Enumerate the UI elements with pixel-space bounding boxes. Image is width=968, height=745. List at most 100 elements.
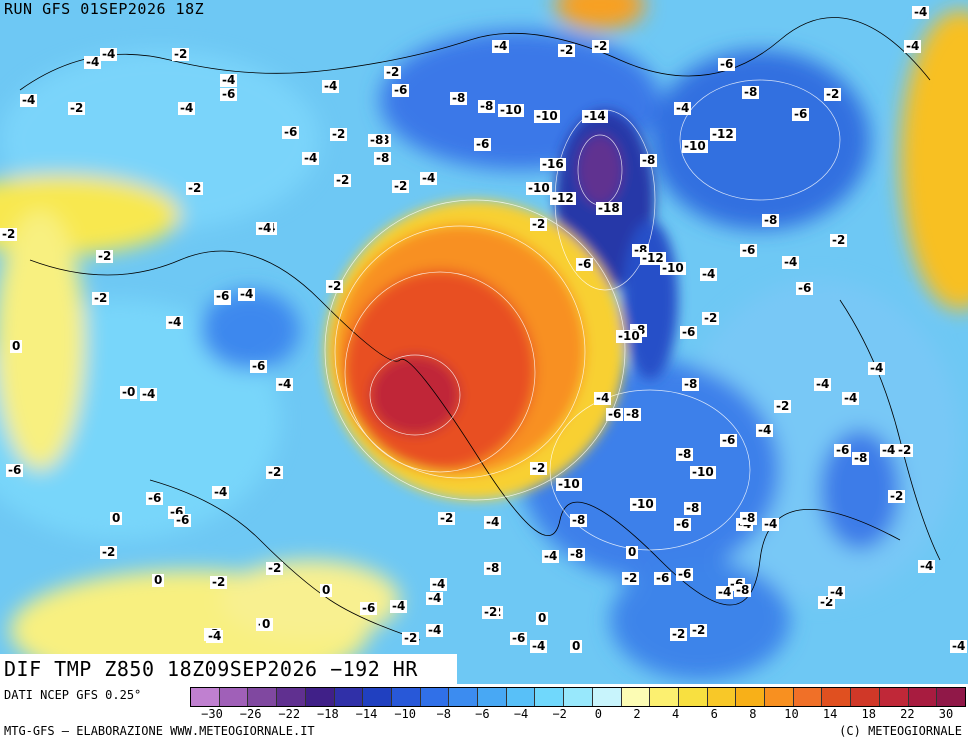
isoline-value-label: -8 xyxy=(570,513,588,527)
isoline-value-label: -4 xyxy=(302,151,320,165)
isoline-value-label: -14 xyxy=(582,109,608,123)
legend-swatch xyxy=(678,688,708,706)
isoline-value-label: -4 xyxy=(716,585,734,599)
anomaly-zone xyxy=(622,220,678,380)
isoline-value-label: -12 xyxy=(550,191,576,205)
isoline-value-label: 0 xyxy=(626,545,639,559)
isoline-value-label: -8 xyxy=(568,547,586,561)
isoline-value-label: -2 xyxy=(266,465,284,479)
data-source: DATI NCEP GFS 0.25° xyxy=(4,688,142,702)
isoline-value-label: -6 xyxy=(740,243,758,257)
legend-swatch xyxy=(506,688,536,706)
isoline-value-label: -2 xyxy=(896,443,914,457)
isoline-value-label: -6 xyxy=(174,513,192,527)
legend-swatch xyxy=(851,688,880,706)
isoline-value-label: -8 xyxy=(624,407,642,421)
legend-tick-label: 14 xyxy=(822,707,838,721)
isoline-value-label: -4 xyxy=(756,423,774,437)
isoline-value-label: -10 xyxy=(690,465,716,479)
isoline-value-label: -2 xyxy=(334,173,352,187)
isoline-value-label: -10 xyxy=(660,261,686,275)
legend-swatch xyxy=(736,688,766,706)
legend-swatch xyxy=(592,688,622,706)
weather-map: RUN GFS 01SEP2026 18Z -4-2-2-4-4-8-6-8-4… xyxy=(0,0,968,684)
color-legend-bar xyxy=(190,687,966,707)
isoline-value-label: -4 xyxy=(880,443,898,457)
isoline-value-label: -18 xyxy=(596,201,622,215)
anomaly-zone xyxy=(220,560,400,640)
legend-tick-label: −30 xyxy=(201,707,223,721)
legend-tick-label: −4 xyxy=(513,707,529,721)
isoline-value-label: -2 xyxy=(830,233,848,247)
isoline-value-label: -4 xyxy=(542,549,560,563)
isoline-value-label: -2 xyxy=(702,311,720,325)
isoline-value-label: -4 xyxy=(420,171,438,185)
isoline-value-label: -2 xyxy=(824,87,842,101)
isoline-value-label: -2 xyxy=(530,217,548,231)
isoline-value-label: -2 xyxy=(210,575,228,589)
isoline-value-label: -2 xyxy=(0,227,18,241)
isoline-value-label: -6 xyxy=(606,407,624,421)
credit-right: (C) METEOGIORNALE xyxy=(839,724,962,738)
isoline-value-label: -4 xyxy=(430,577,448,591)
isoline-value-label: -2 xyxy=(186,181,204,195)
legend-tick-label: 2 xyxy=(633,707,641,721)
isoline-value-label: -8 xyxy=(374,151,392,165)
legend-swatch xyxy=(822,688,852,706)
isoline-value-label: -4 xyxy=(140,387,158,401)
isoline-value-label: 0 xyxy=(320,583,333,597)
isoline-value-label: -6 xyxy=(680,325,698,339)
legend-swatch xyxy=(650,688,679,706)
isoline-value-label: -2 xyxy=(558,43,576,57)
isoline-value-label: -6 xyxy=(834,443,852,457)
legend-swatch xyxy=(420,688,450,706)
legend-swatch xyxy=(363,688,392,706)
isoline-value-label: -4 xyxy=(20,93,38,107)
isoline-value-label: -4 xyxy=(842,391,860,405)
isoline-value-label: -2 xyxy=(482,605,500,619)
isoline-value-label: -6 xyxy=(250,359,268,373)
isoline-value-label: 0 xyxy=(10,339,23,353)
credit-left: MTG-GFS – ELABORAZIONE WWW.METEOGIORNALE… xyxy=(4,724,315,738)
isoline-value-label: -4 xyxy=(166,315,184,329)
isoline-value-label: -10 xyxy=(556,477,582,491)
coastlines xyxy=(19,17,941,641)
isoline-value-label: -6 xyxy=(474,137,492,151)
isoline-value-label: -12 xyxy=(710,127,736,141)
isoline-value-label: -8 xyxy=(684,501,702,515)
isoline-value-label: -2 xyxy=(384,65,402,79)
legend-tick-label: 22 xyxy=(900,707,915,721)
legend-tick-label: −2 xyxy=(552,707,567,721)
legend-tick-label: 0 xyxy=(594,707,602,721)
isoline-value-label: 0 xyxy=(570,639,583,653)
legend-tick-label: 6 xyxy=(710,707,718,721)
anomaly-zone xyxy=(820,430,900,550)
isoline-value-label: -8 xyxy=(682,377,700,391)
legend-swatch xyxy=(564,688,593,706)
isoline-value-label: -8 xyxy=(450,91,468,105)
legend-tick-label: −26 xyxy=(239,707,262,721)
isoline-value-label: -4 xyxy=(904,39,922,53)
isoline-value-label: -4 xyxy=(762,517,780,531)
isoline-value-label: -2 xyxy=(330,127,348,141)
legend-swatch xyxy=(219,688,249,706)
isoline-value-label: -10 xyxy=(630,497,656,511)
isoline-value-label: -12 xyxy=(640,251,666,265)
isoline-value-label: -6 xyxy=(214,289,232,303)
isoline-value-label: -6 xyxy=(360,601,378,615)
legend-tick-label: −8 xyxy=(436,707,452,721)
legend-swatch xyxy=(879,688,909,706)
isoline-value-label: -4 xyxy=(782,255,800,269)
isoline-value-label: -4 xyxy=(674,101,692,115)
isoline-value-label: 0 xyxy=(260,617,273,631)
anomaly-zone xyxy=(578,135,622,205)
anomaly-zone xyxy=(650,50,870,230)
isoline-value-label: -2 xyxy=(690,623,708,637)
isoline-value-label: -4 xyxy=(950,639,968,653)
isoline-value-label: -8 xyxy=(852,451,870,465)
footer: DATI NCEP GFS 0.25° −30 −26 −22 −18 −14 −10 −8… xyxy=(0,684,968,745)
legend-tick-label: 10 xyxy=(784,707,799,721)
isoline-value-label: -6 xyxy=(510,631,528,645)
isoline-value-label: -6 xyxy=(282,125,300,139)
isoline-value-label: -4 xyxy=(530,639,548,653)
